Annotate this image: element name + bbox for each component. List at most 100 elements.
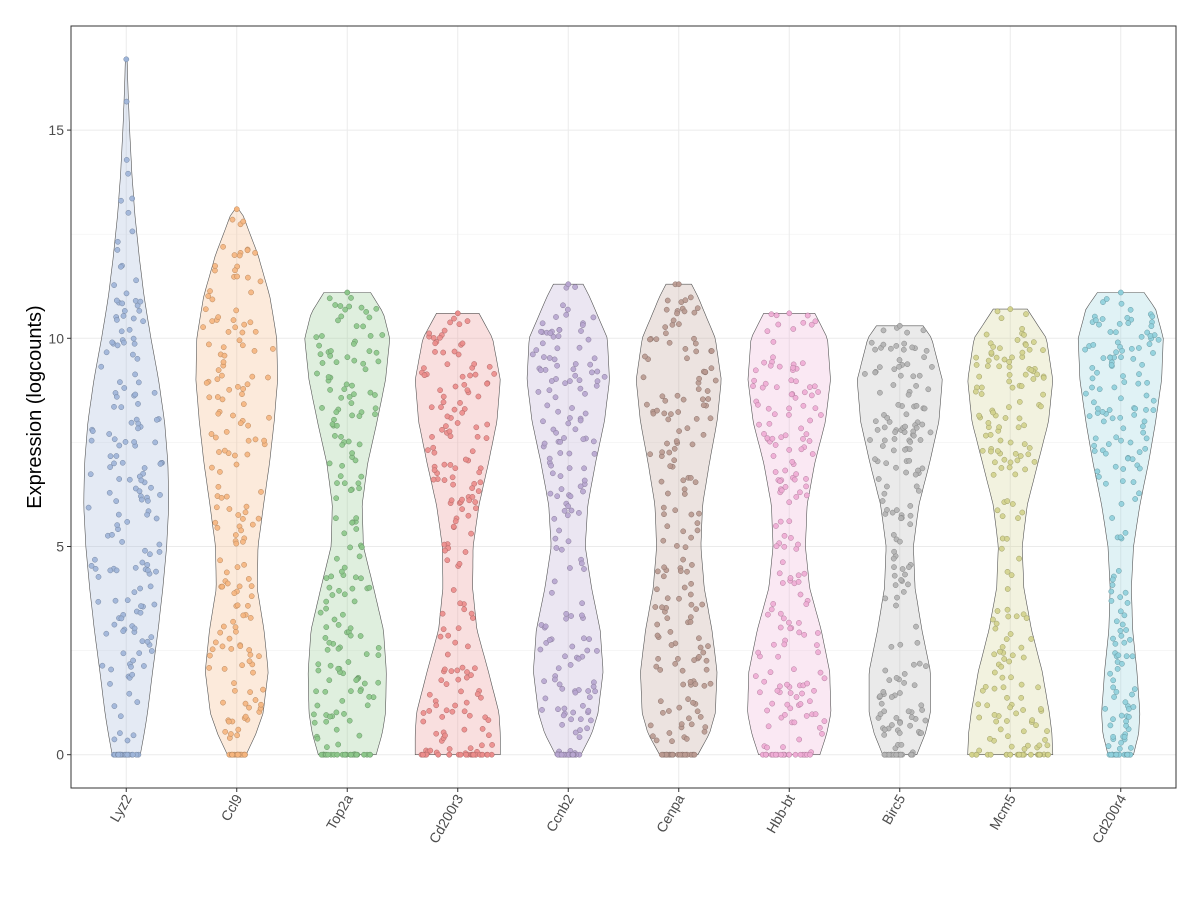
- data-point: [976, 714, 983, 721]
- data-point: [1044, 728, 1050, 734]
- data-point: [787, 575, 794, 581]
- data-point: [129, 751, 136, 758]
- data-point: [332, 433, 338, 439]
- data-point: [763, 751, 769, 758]
- data-point: [372, 411, 378, 418]
- data-point: [151, 601, 158, 608]
- data-point: [893, 675, 900, 681]
- data-point: [795, 572, 802, 579]
- data-point: [479, 742, 485, 749]
- data-point: [572, 426, 579, 433]
- data-point: [555, 665, 562, 672]
- data-point: [1028, 367, 1035, 373]
- data-point: [455, 625, 462, 632]
- data-point: [552, 535, 559, 542]
- data-point: [699, 396, 706, 403]
- data-point: [420, 710, 427, 716]
- data-point: [469, 448, 476, 455]
- data-point: [921, 354, 927, 361]
- data-point: [215, 367, 222, 373]
- data-point: [994, 448, 1001, 454]
- data-point: [689, 441, 696, 448]
- data-point: [1004, 606, 1011, 613]
- data-point: [1000, 684, 1007, 691]
- data-point: [1129, 456, 1136, 463]
- data-point: [457, 751, 464, 758]
- data-point: [1045, 751, 1051, 758]
- data-point: [144, 511, 150, 518]
- data-point: [788, 391, 795, 398]
- data-point: [1100, 299, 1106, 305]
- data-point: [801, 389, 808, 396]
- data-point: [567, 662, 574, 668]
- data-point: [551, 515, 558, 522]
- data-point: [659, 449, 665, 456]
- data-point: [1136, 490, 1142, 497]
- data-point: [124, 751, 131, 758]
- data-point: [678, 721, 685, 727]
- data-point: [773, 523, 779, 529]
- data-point: [563, 615, 569, 622]
- data-point: [542, 623, 549, 630]
- data-point: [976, 747, 983, 754]
- data-point: [650, 733, 656, 740]
- data-point: [252, 250, 258, 256]
- violin-lyz2: [83, 56, 170, 758]
- data-point: [688, 721, 695, 728]
- data-point: [997, 726, 1004, 733]
- data-point: [1129, 653, 1136, 660]
- data-point: [579, 322, 586, 328]
- data-point: [979, 447, 986, 454]
- data-point: [761, 359, 767, 366]
- data-point: [258, 489, 264, 495]
- data-point: [1123, 722, 1129, 729]
- data-point: [910, 373, 917, 380]
- data-point: [132, 297, 139, 304]
- data-point: [572, 729, 579, 736]
- data-point: [549, 589, 555, 596]
- data-point: [145, 567, 151, 574]
- data-point: [798, 425, 804, 432]
- data-point: [700, 402, 707, 409]
- data-point: [708, 348, 715, 354]
- data-point: [565, 420, 572, 427]
- data-point: [95, 574, 102, 580]
- data-point: [326, 677, 333, 684]
- data-point: [807, 417, 813, 424]
- data-point: [347, 487, 354, 494]
- data-point: [1018, 694, 1025, 701]
- data-point: [693, 416, 700, 422]
- data-point: [232, 687, 238, 694]
- data-point: [429, 434, 435, 440]
- data-point: [247, 615, 254, 621]
- data-point: [755, 401, 761, 408]
- data-point: [877, 693, 883, 700]
- data-point: [778, 487, 785, 494]
- data-point: [978, 384, 985, 391]
- data-point: [770, 601, 777, 607]
- data-point: [1123, 653, 1130, 660]
- data-point: [1091, 448, 1098, 454]
- data-point: [909, 344, 916, 351]
- data-point: [461, 381, 468, 388]
- data-point: [770, 453, 777, 459]
- data-point: [153, 568, 159, 575]
- data-point: [205, 293, 212, 299]
- data-point: [654, 621, 661, 628]
- data-point: [681, 491, 688, 497]
- data-point: [238, 527, 244, 534]
- data-point: [98, 363, 105, 370]
- data-point: [804, 312, 811, 319]
- data-point: [118, 328, 125, 335]
- data-point: [347, 544, 353, 551]
- data-point: [1124, 600, 1131, 606]
- data-point: [700, 649, 707, 656]
- data-point: [219, 396, 226, 403]
- data-point: [1130, 356, 1137, 362]
- data-point: [1105, 441, 1112, 447]
- data-point: [344, 354, 351, 361]
- data-point: [585, 688, 592, 694]
- data-point: [1122, 589, 1129, 596]
- data-point: [1140, 423, 1146, 430]
- data-point: [1020, 707, 1026, 713]
